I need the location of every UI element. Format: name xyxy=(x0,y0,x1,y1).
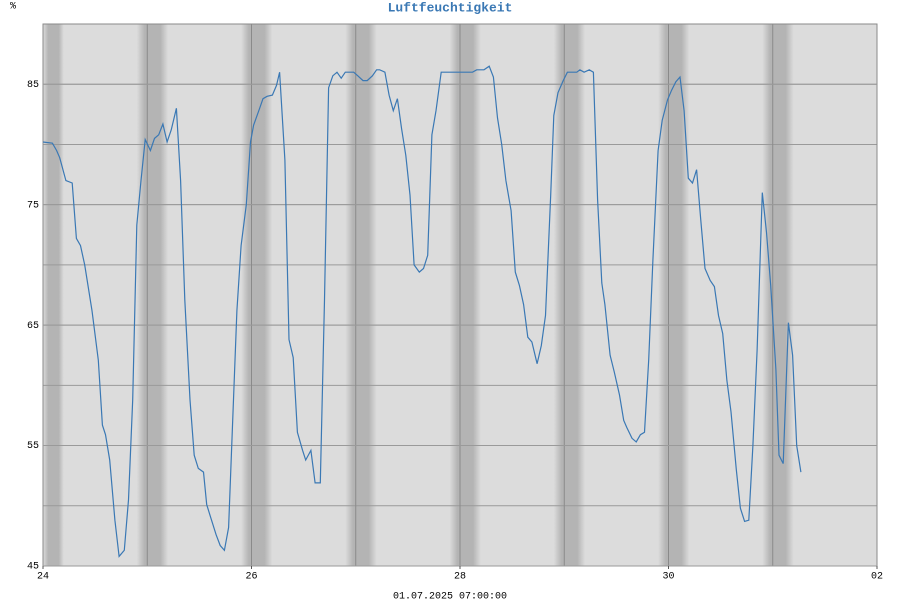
night-band xyxy=(136,24,169,566)
night-band xyxy=(345,24,377,566)
x-tick-label: 02 xyxy=(871,572,883,583)
x-tick-label: 28 xyxy=(454,572,466,583)
y-tick-label: 75 xyxy=(27,200,39,211)
footer-timestamp: 01.07.2025 07:00:00 xyxy=(393,592,507,600)
night-band xyxy=(43,24,64,566)
x-tick-label: 26 xyxy=(245,572,257,583)
y-tick-label: 45 xyxy=(27,562,39,573)
night-band xyxy=(241,24,273,566)
y-tick-label: 65 xyxy=(27,321,39,332)
y-tick-label: 55 xyxy=(27,441,39,452)
night-band xyxy=(553,24,586,566)
night-band xyxy=(449,24,481,566)
night-band xyxy=(762,24,794,566)
y-tick-label: 85 xyxy=(27,80,39,91)
x-tick-label: 30 xyxy=(662,572,674,583)
y-unit: % xyxy=(10,2,16,13)
night-band xyxy=(658,24,690,566)
chart-title: Luftfeuchtigkeit xyxy=(388,0,513,15)
humidity-line xyxy=(42,65,802,558)
x-tick-label: 24 xyxy=(37,572,49,583)
